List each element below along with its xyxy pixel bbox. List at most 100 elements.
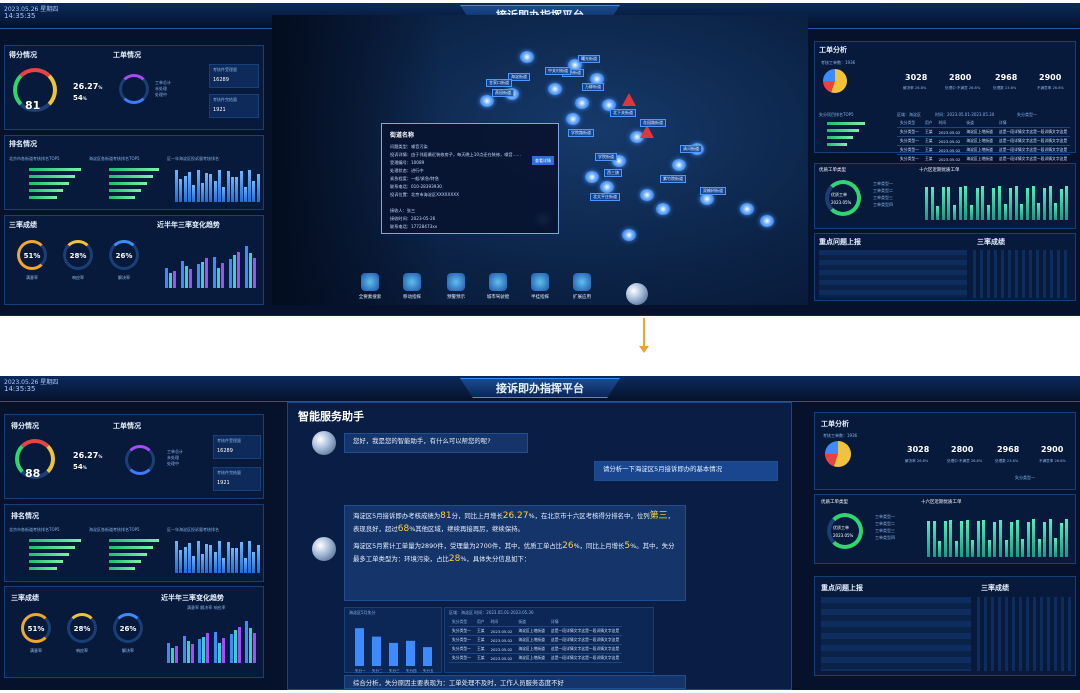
street-pin[interactable]: [566, 113, 580, 125]
street-pin[interactable]: [520, 51, 534, 63]
column-bar: [183, 175, 187, 202]
toolbar-item[interactable]: 移动指挥: [392, 273, 432, 300]
street-label[interactable]: 清河街道: [680, 145, 702, 153]
table-header: 详情: [547, 618, 623, 627]
rank-bar: [29, 196, 57, 199]
street-label[interactable]: 曙光街道: [578, 55, 600, 63]
street-label[interactable]: 花园路街道: [640, 119, 666, 127]
mini-chart-tick: 失分三: [389, 668, 400, 673]
street-label[interactable]: 燕园街道: [492, 89, 514, 97]
street-pin[interactable]: [656, 203, 670, 215]
table-row[interactable]: 失分类型一 王某 2023.05.02 海淀区上地街道 这是一段详情文字这是一段详情文字…: [449, 653, 623, 663]
street-pin[interactable]: [622, 229, 636, 241]
column-bar: [1026, 188, 1030, 220]
assistant-launch-button[interactable]: [626, 283, 648, 305]
toolbar-item[interactable]: 全要素搜索: [350, 273, 390, 300]
street-pin[interactable]: [548, 83, 562, 95]
column-bar: [954, 540, 958, 557]
street-label[interactable]: 万柳街道: [582, 83, 604, 91]
ranking-sub1: 北京市各街道考核排名TOP5: [9, 156, 60, 161]
column-bar: [192, 556, 196, 573]
street-pin[interactable]: [630, 131, 644, 143]
street-label[interactable]: 甘家口街道: [486, 79, 512, 87]
street-popup[interactable]: 街道名称 问题类型：噪音污染 投诉详情：由于邻居最近装修房子，每天晚上10点还在装…: [381, 123, 559, 234]
report-title: 重点问题上报: [821, 584, 863, 592]
table-row[interactable]: 失分类型一 王某 2023.05.02 海淀区上地街道 这是一段详情文字这是一段详情文字…: [897, 145, 1071, 155]
dashboard-screenshot-bottom: 2023.05.26 星期四 14:35:35 接诉即办指挥平台 得分情况 88 …: [0, 376, 1080, 690]
popup-row: 处理状态：进行中: [390, 168, 424, 174]
popup-row: 受理编号：10089: [390, 160, 424, 166]
column-bar: [179, 179, 183, 202]
orders-legend: 工单总计 未处理 处理中: [155, 80, 171, 97]
street-pin[interactable]: [602, 99, 616, 111]
table-row[interactable]: 失分类型一 王某 2023.05.02 海淀区上地街道 这是一段详情文字这是一段详情文字…: [449, 626, 623, 636]
popup-row-label: 问题类型：: [390, 144, 411, 149]
ranking-sub1: 北京市各街道考核排名TOP5: [9, 527, 60, 532]
street-pin[interactable]: [640, 189, 654, 201]
assistant-title: 智能服务助手: [298, 410, 364, 423]
column-bar: [1032, 519, 1036, 557]
complete-box: 考核件完结量 1921: [209, 94, 259, 118]
street-pin[interactable]: [672, 159, 686, 171]
street-pin[interactable]: [585, 171, 599, 183]
resolve-value: 26%: [115, 252, 133, 260]
ranking-column-chart: [175, 166, 261, 202]
street-label[interactable]: 西三旗: [604, 169, 622, 177]
answer-bubble: 海淀区5月接诉即办考核成绩为81分，同比上月增长26.27%，在北京市十六区考核…: [344, 505, 686, 601]
mini-chart-bar: [389, 642, 398, 666]
six-title: 十六区近期优质工单: [921, 500, 962, 505]
trend-bar: [253, 633, 257, 663]
column-bar: [222, 187, 226, 202]
popup-row: 投诉位置：北京市海淀区XXXXXXXX: [390, 192, 459, 198]
response-ring: [67, 613, 97, 643]
toolbar-item[interactable]: 城市驾驶舱: [478, 273, 518, 300]
table-row[interactable]: 失分类型一 王某 2023.05.02 海淀区上地街道 这是一段详情文字这是一段详情文字…: [897, 127, 1071, 137]
street-pin[interactable]: [700, 193, 714, 205]
column-bar: [243, 187, 247, 202]
quality-legend: 工单类型一 工单类型二 工单类型三 工单类型四: [873, 181, 893, 207]
street-label[interactable]: 紫竹院街道: [660, 175, 686, 183]
street-label[interactable]: 北太平庄街道: [590, 193, 620, 201]
column-bar: [205, 173, 209, 202]
accept-box: 考核件受理量 16289: [213, 435, 261, 459]
street-label[interactable]: 北下关街道: [610, 109, 636, 117]
ranking-sub3: 区一年海淀区投诉量考核排名: [167, 527, 219, 532]
column-bar: [1043, 522, 1047, 557]
toolbar-icon: [489, 273, 507, 291]
column-bar: [998, 186, 1001, 220]
column-bar: [1014, 186, 1018, 220]
stat-2-label: 处理中·不满意 26.8%: [945, 86, 981, 90]
report-panel: 重点问题上报 三率成绩: [814, 576, 1076, 676]
street-pin[interactable]: [740, 203, 754, 215]
toolbar-item[interactable]: 半挂指挥: [520, 273, 560, 300]
street-label[interactable]: 学院路街道: [568, 129, 594, 137]
street-pin[interactable]: [590, 73, 604, 85]
trend-bar: [218, 643, 221, 663]
street-label[interactable]: 学院街道: [595, 153, 617, 161]
score-order-panel: 得分情况 81 26.27% 54% 工单情况 工单总计 未处理 处理中 考核件受理…: [4, 45, 264, 130]
popup-row-value: 北京市海淀区XXXXXXXX: [410, 192, 460, 197]
street-pin[interactable]: [600, 181, 614, 193]
column-bar: [976, 521, 980, 557]
column-bar: [239, 171, 243, 202]
column-bar: [209, 545, 213, 573]
mini-chart-bar: [406, 640, 415, 666]
column-bar: [179, 550, 183, 573]
toolbar-item[interactable]: 预警预示: [436, 273, 476, 300]
street-pin[interactable]: [760, 215, 774, 227]
popup-detail-button[interactable]: 查看详情: [532, 156, 554, 165]
toolbar-item[interactable]: 扩展应用: [562, 273, 602, 300]
street-label[interactable]: 双榆树街道: [700, 187, 726, 195]
table-row[interactable]: 失分类型一 王某 2023.05.02 海淀区上地街道 这是一段详情文字这是一段详情文字…: [449, 635, 623, 645]
table-row[interactable]: 失分类型一 王某 2023.05.02 海淀区上地街道 这是一段详情文字这是一段详情文字…: [449, 644, 623, 654]
popup-row-label: 联系电话：: [390, 184, 411, 189]
trend-bar: [217, 268, 220, 288]
street-label[interactable]: 海淀街道: [508, 73, 530, 81]
street-pin[interactable]: [575, 97, 589, 109]
table-row[interactable]: 失分类型一 王某 2023.05.02 海淀区上地街道 这是一段详情文字这是一段详情文字…: [897, 136, 1071, 146]
street-label[interactable]: 中关村街道: [545, 67, 571, 75]
trend-bar: [221, 263, 224, 288]
table-cell: 失分类型一: [449, 635, 474, 645]
street-pin[interactable]: [480, 95, 494, 107]
score-title: 得分情况: [11, 422, 39, 430]
